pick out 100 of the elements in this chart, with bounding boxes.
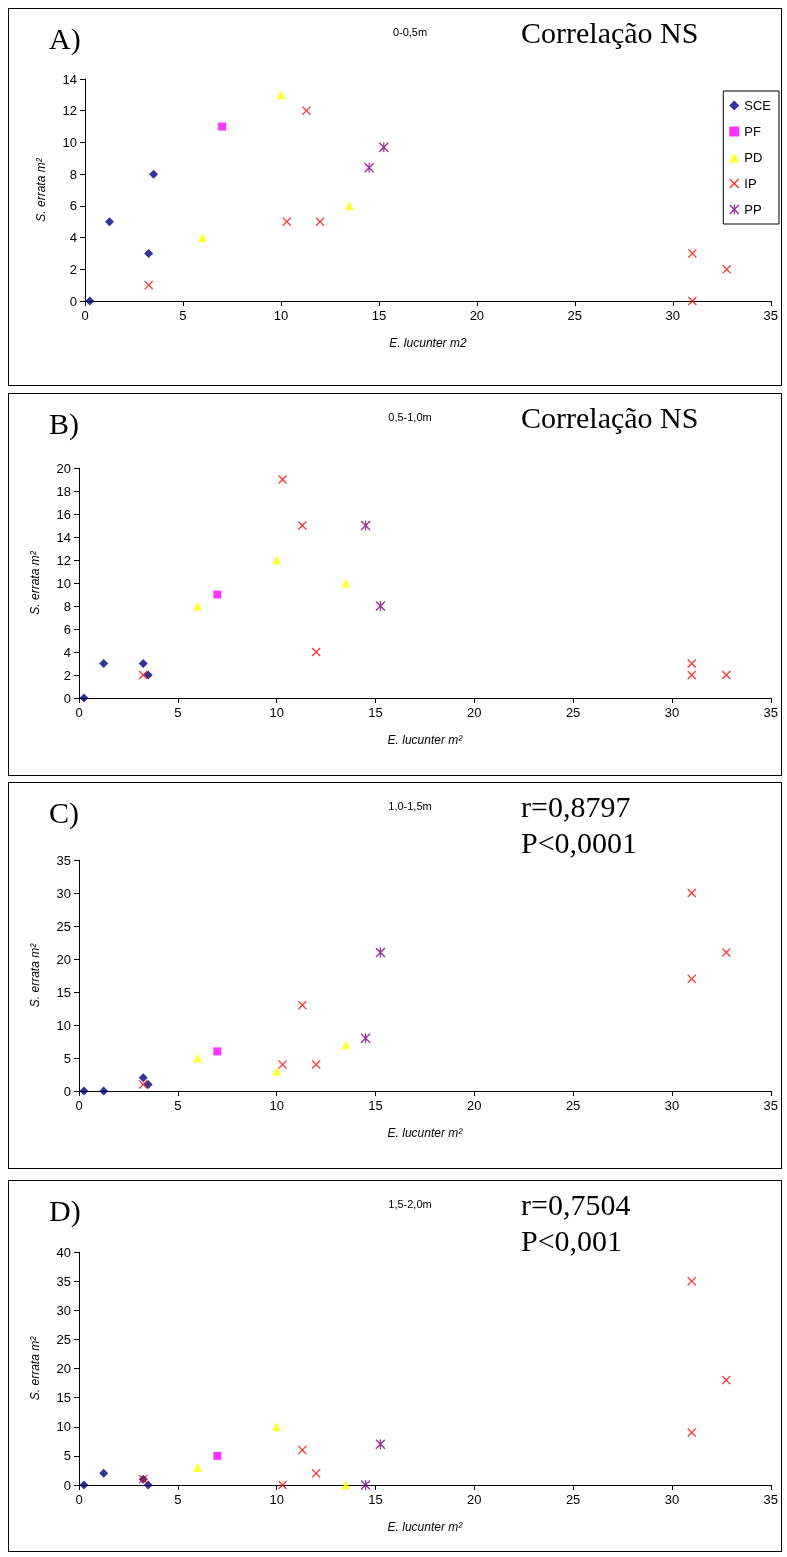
point	[360, 1033, 371, 1044]
x-tick-label: 25	[567, 308, 583, 323]
x-tick-label: 20	[467, 1492, 482, 1507]
chart-title: 0-0,5m	[392, 25, 428, 38]
point	[687, 1428, 697, 1438]
y-tick-label: 8	[63, 598, 71, 614]
point	[375, 601, 386, 611]
x-tick-label: 5	[174, 1492, 182, 1507]
y-tick-label: 20	[56, 951, 71, 967]
point	[311, 1468, 321, 1478]
point	[104, 217, 114, 227]
point	[138, 1079, 148, 1089]
legend-label: PP	[744, 202, 762, 217]
y-tick-label: 14	[56, 529, 71, 545]
y-tick-label: 10	[56, 1419, 71, 1435]
text: P<0,0001	[521, 825, 638, 859]
text: C)	[49, 795, 79, 830]
point	[99, 1086, 109, 1096]
point	[193, 1053, 203, 1063]
y-tick-label: 2	[63, 667, 71, 683]
x-tick-label: 30	[665, 308, 681, 323]
point	[687, 659, 697, 668]
point	[143, 1480, 153, 1490]
x-tick-label: 35	[763, 1098, 778, 1113]
point	[143, 1079, 153, 1089]
y-tick-label: 40	[56, 1244, 71, 1260]
x-tick-label: 10	[269, 1098, 284, 1113]
y-tick-label: 25	[56, 918, 71, 934]
y-tick-label: 10	[56, 1017, 71, 1033]
x-tick-label: 5	[179, 308, 187, 323]
y-axis-title: S. errata m²	[28, 550, 42, 615]
x-tick-label: 35	[763, 1492, 778, 1507]
text: r=0,8797	[521, 789, 631, 823]
point	[311, 1060, 321, 1070]
x-tick-label: 20	[469, 308, 485, 323]
text: A)	[49, 21, 81, 56]
point	[213, 1047, 222, 1056]
x-tick-label: 15	[371, 308, 387, 323]
x-tick-label: 30	[664, 705, 680, 720]
text: r=0,7504	[521, 1187, 631, 1221]
text: Correlação NS	[521, 400, 699, 434]
y-tick-label: 5	[63, 1050, 71, 1066]
y-tick-label: 8	[69, 166, 77, 182]
annotation: P<0,001	[521, 1223, 623, 1257]
point	[276, 90, 286, 100]
y-tick-label: 4	[69, 230, 77, 246]
text: B)	[49, 406, 79, 441]
legend-label: PD	[744, 150, 763, 165]
y-axis-title: S. errata m²	[28, 942, 42, 1008]
y-tick-label: 2	[69, 261, 77, 277]
y-tick-label: 16	[56, 506, 71, 522]
y-tick-label: 6	[63, 621, 71, 637]
y-tick-label: 35	[56, 852, 71, 868]
point	[360, 1480, 371, 1490]
x-axis-title: E. lucunter m2	[389, 336, 467, 350]
point	[138, 1073, 148, 1083]
x-tick-label: 15	[368, 705, 383, 720]
y-axis-title: S. errata m²	[28, 1335, 42, 1401]
legend-label: SCE	[744, 98, 772, 113]
y-tick-label: 25	[56, 1331, 71, 1347]
point	[297, 521, 307, 530]
point	[341, 1480, 351, 1490]
x-tick-label: 20	[467, 1098, 482, 1113]
y-tick-label: 0	[63, 1477, 71, 1493]
point	[375, 1439, 386, 1450]
y-tick-label: 5	[63, 1448, 71, 1464]
y-tick-label: 10	[62, 134, 77, 150]
y-tick-label: 30	[56, 1302, 71, 1318]
x-tick-label: 30	[664, 1098, 680, 1113]
x-tick-label: 10	[273, 308, 289, 323]
point	[198, 233, 208, 243]
point	[311, 647, 321, 657]
x-tick-label: 15	[368, 1492, 383, 1507]
y-tick-label: 12	[56, 552, 71, 568]
y-axis-title: S. errata m²	[34, 157, 48, 222]
text: D)	[49, 1193, 81, 1228]
chart-title: 0,5-1,0m	[388, 410, 432, 423]
point	[375, 947, 386, 958]
point	[99, 659, 109, 668]
point	[218, 122, 227, 131]
legend-label: PF	[744, 124, 761, 139]
x-tick-label: 25	[565, 1492, 581, 1507]
x-axis-title: E. lucunter m²	[387, 733, 464, 747]
point	[149, 169, 159, 179]
y-tick-label: 0	[63, 1083, 71, 1099]
point	[341, 578, 351, 588]
chart-title: 1,0-1,5m	[388, 799, 432, 812]
point	[721, 670, 731, 680]
x-tick-label: 35	[763, 308, 778, 323]
y-tick-label: 18	[56, 483, 71, 499]
point	[301, 106, 311, 116]
point	[272, 1066, 282, 1076]
point	[687, 888, 697, 898]
y-tick-label: 6	[69, 198, 77, 214]
point	[345, 201, 355, 211]
x-tick-label: 0	[81, 308, 89, 323]
point	[138, 659, 148, 668]
y-tick-label: 15	[56, 1390, 71, 1406]
x-tick-label: 10	[269, 705, 284, 720]
point	[687, 1276, 697, 1286]
